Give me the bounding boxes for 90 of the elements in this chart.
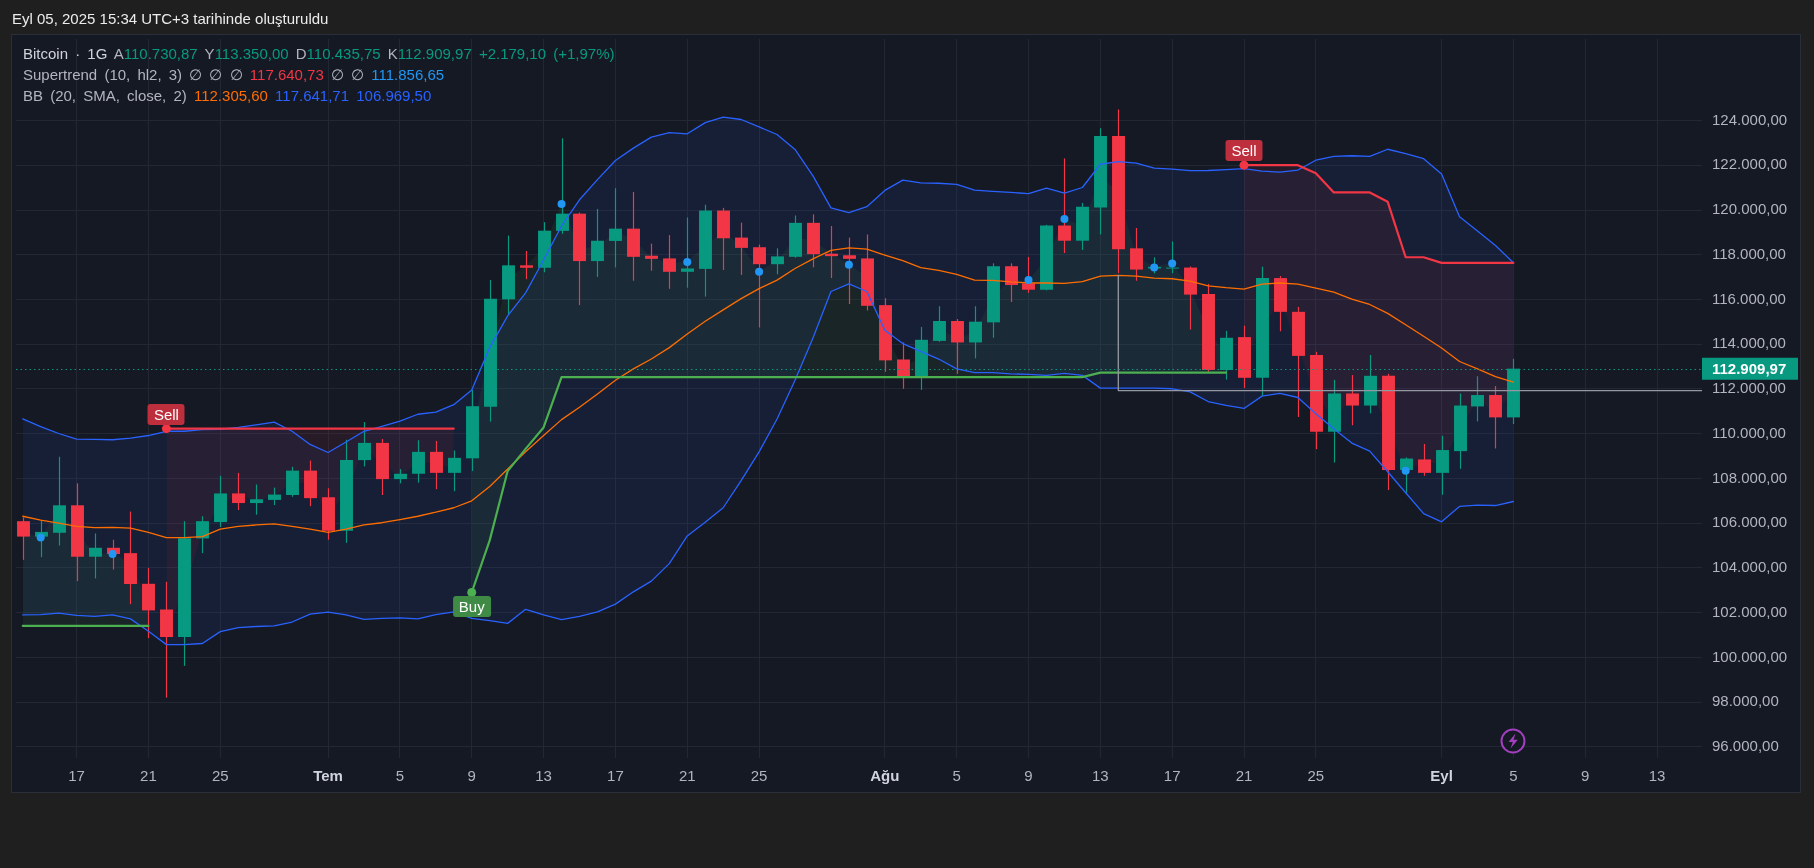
y-tick-label: 114.000,00 [1712, 334, 1786, 352]
candlestick [520, 250, 533, 280]
x-tick-label: Ağu [870, 767, 900, 785]
point [755, 267, 764, 276]
y-tick-label: 98.000,00 [1712, 692, 1779, 710]
point [1239, 160, 1249, 170]
x-tick-label: 13 [1648, 767, 1666, 785]
x-tick-label: 17 [607, 767, 624, 785]
y-tick-label: 118.000,00 [1712, 244, 1786, 262]
point [161, 424, 171, 434]
y-tick-label: 122.000,00 [1712, 155, 1788, 173]
point [36, 533, 45, 542]
candlestick [1166, 240, 1179, 274]
candlestick [430, 440, 443, 490]
candlestick [735, 222, 748, 276]
annotation: Sell [147, 403, 185, 425]
point [683, 257, 692, 266]
annotation: Buy [452, 595, 491, 617]
ref-line-label: 112.909,97 [1712, 359, 1787, 377]
x-tick-label: 5 [395, 767, 405, 785]
y-tick-label: 106.000,00 [1712, 513, 1788, 531]
x-tick-label: 25 [211, 767, 229, 785]
point [844, 260, 853, 269]
x-tick-label: 25 [1307, 767, 1325, 785]
y-tick-label: 100.000,00 [1712, 647, 1788, 665]
candlestick [1058, 157, 1071, 254]
candlestick [358, 421, 371, 467]
candlestick [933, 305, 946, 343]
candlestick [969, 305, 982, 359]
candlestick [448, 449, 461, 492]
x-tick-label: Tem [313, 767, 343, 785]
y-tick-label: 110.000,00 [1712, 423, 1786, 441]
candlestick [232, 472, 245, 511]
x-tick-label: 5 [952, 767, 961, 785]
y-tick-label: 116.000,00 [1712, 289, 1786, 307]
candlestick [681, 216, 694, 289]
x-tick-label: 9 [467, 767, 476, 785]
candlestick [663, 234, 676, 290]
x-tick-label: 25 [750, 767, 768, 785]
x-tick-label: 21 [140, 767, 157, 785]
candlestick [609, 187, 622, 268]
text: A110.730,87 Y113.350,00 D110.435,75 K112.909,97 +2.179,10 (+1,97%) [113, 45, 615, 62]
point [1060, 215, 1069, 224]
x-tick-label: 21 [1235, 767, 1253, 785]
point [108, 550, 117, 559]
candlestick [1346, 374, 1359, 426]
candlestick [1471, 375, 1484, 423]
x-tick-label: 5 [1509, 767, 1518, 785]
y-tick-label: 112.000,00 [1712, 379, 1786, 397]
candlestick [196, 515, 209, 554]
x-tick-label: Eyl [1430, 767, 1453, 785]
point [557, 200, 566, 209]
y-tick-label: 96.000,00 [1712, 736, 1779, 754]
x-tick-label: 13 [1091, 767, 1109, 785]
y-tick-label: 104.000,00 [1712, 558, 1788, 576]
x-tick-label: 9 [1581, 767, 1590, 785]
x-tick-label: 17 [1163, 767, 1181, 785]
y-tick-label: 124.000,00 [1712, 110, 1788, 128]
candlestick [1489, 385, 1502, 450]
annotation: Sell [1225, 140, 1263, 162]
candlestick [843, 236, 856, 305]
candlestick [951, 318, 964, 375]
annotation: BB (20, SMA, close, 2) 112.305,60 117.641,71 106.969,50 [23, 86, 433, 106]
candlestick [753, 243, 766, 329]
point [1024, 276, 1033, 285]
text: Eyl 05, 2025 15:34 UTC+3 tarihinde oluşturuldu [12, 10, 329, 28]
y-tick-label: 102.000,00 [1712, 602, 1788, 620]
candlestick [89, 532, 102, 580]
text: Supertrend (10, hl2, 3) ∅ ∅ ∅ 117.640,73 ∅ ∅ 111.856,65 [23, 66, 445, 83]
candlestick [771, 247, 784, 275]
candlestick [1436, 435, 1449, 496]
point [1168, 259, 1177, 268]
point [1401, 466, 1410, 475]
candlestick [897, 341, 910, 390]
candlestick [250, 483, 263, 516]
x-tick-label: 21 [678, 767, 696, 785]
candlestick [1005, 262, 1018, 303]
candlestick [1022, 256, 1035, 294]
y-tick-label: 108.000,00 [1712, 468, 1788, 486]
candlestick [645, 243, 658, 272]
candlestick [591, 208, 604, 278]
candlestick [1418, 443, 1431, 477]
candlestick [17, 516, 30, 561]
candlestick [1130, 227, 1143, 282]
candlestick [412, 439, 425, 484]
y-tick-label: 120.000,00 [1712, 200, 1788, 218]
chart-title: Bitcoin · 1G [23, 45, 108, 62]
x-tick-label: 17 [68, 767, 85, 785]
x-tick-label: 9 [1024, 767, 1033, 785]
x-tick-label: 13 [535, 767, 552, 785]
